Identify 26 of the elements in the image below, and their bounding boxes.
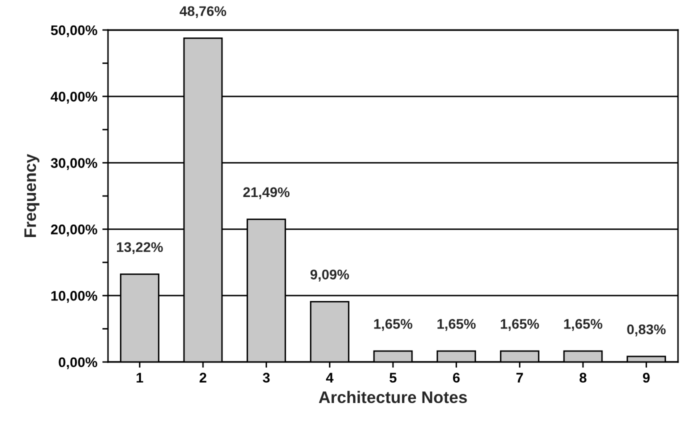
- y-axis-title: Frequency: [24, 154, 40, 238]
- x-tick-label: 5: [390, 372, 396, 383]
- data-label: 21,49%: [243, 187, 290, 200]
- y-tick-label: 50,00%: [50, 25, 98, 38]
- data-label: 1,65%: [374, 319, 412, 331]
- x-tick-label: 7: [516, 372, 523, 382]
- data-label: 0,83%: [627, 324, 666, 336]
- x-tick-label: 9: [642, 372, 650, 383]
- data-label: 13,22%: [116, 242, 163, 254]
- data-label: 9,09%: [310, 270, 349, 282]
- data-label: 48,76%: [180, 6, 226, 18]
- x-tick-label: 4: [326, 372, 334, 382]
- x-tick-label: 3: [262, 372, 270, 383]
- y-tick-label: 0,00%: [58, 357, 98, 370]
- data-label: 1,65%: [564, 319, 602, 331]
- y-tick-label: 40,00%: [50, 92, 98, 104]
- data-label: 1,65%: [438, 319, 476, 331]
- x-tick-label: 8: [580, 372, 586, 383]
- x-tick-label: 1: [136, 372, 144, 382]
- x-tick-label: 2: [200, 372, 206, 382]
- x-tick-label: 6: [452, 372, 460, 383]
- y-tick-label: 20,00%: [50, 224, 98, 236]
- data-label: 1,65%: [500, 319, 539, 331]
- y-tick-label: 10,00%: [51, 290, 98, 303]
- y-tick-label: 30,00%: [50, 158, 98, 170]
- x-axis-title: Architecture Notes: [318, 390, 467, 404]
